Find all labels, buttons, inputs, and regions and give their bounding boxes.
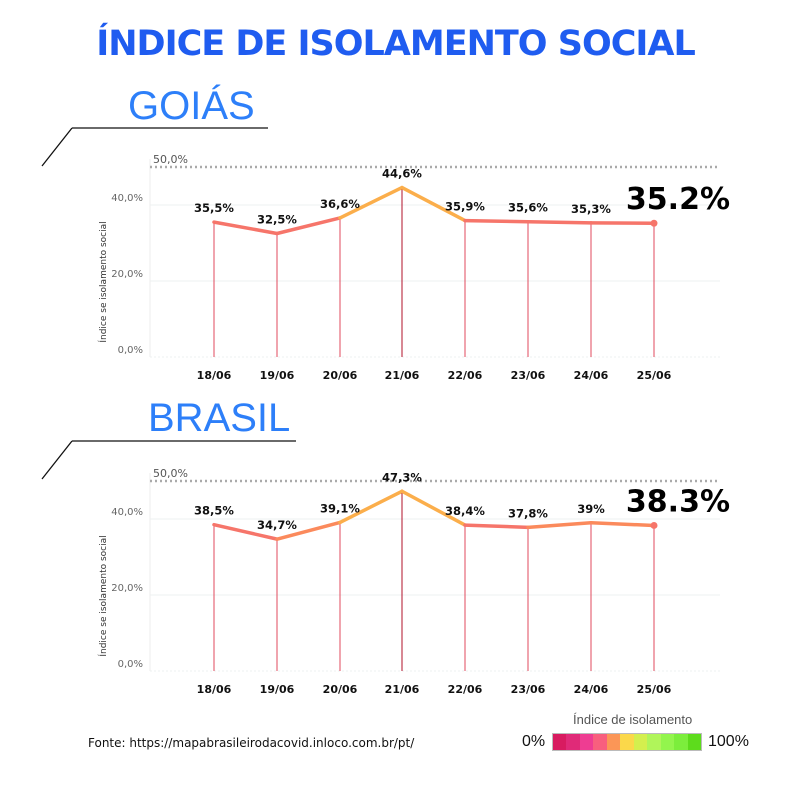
legend-swatch <box>674 734 688 750</box>
data-label: 34,7% <box>257 518 297 532</box>
x-tick-label: 22/06 <box>448 369 483 382</box>
x-tick-label: 21/06 <box>385 369 420 382</box>
data-label: 38,4% <box>445 504 485 518</box>
data-label: 32,5% <box>257 213 297 227</box>
line-segment <box>463 523 530 530</box>
x-tick-label: 18/06 <box>197 683 232 696</box>
last-point <box>650 219 658 227</box>
legend-color-scale <box>552 733 702 751</box>
legend-swatch <box>566 734 580 750</box>
x-tick-label: 21/06 <box>385 683 420 696</box>
data-label: 47,3% <box>382 470 422 484</box>
highlight-value: 35.2% <box>626 182 730 217</box>
x-tick-label: 24/06 <box>574 683 609 696</box>
data-label: 39% <box>577 502 605 516</box>
line-segment <box>275 216 342 236</box>
legend-swatch <box>647 734 661 750</box>
legend-swatch <box>579 734 594 750</box>
data-label: 35,6% <box>508 201 548 215</box>
highlight-value: 38.3% <box>626 484 730 519</box>
region-title-goias: GOIÁS <box>128 84 255 128</box>
line-segment <box>338 185 404 220</box>
line-segment <box>463 218 530 224</box>
x-tick-label: 20/06 <box>323 369 358 382</box>
page-title: ÍNDICE DE ISOLAMENTO SOCIAL <box>96 24 696 64</box>
y-tick-label: 40,0% <box>111 193 143 204</box>
line-segment <box>400 185 467 223</box>
line-segment <box>526 521 593 530</box>
x-tick-label: 25/06 <box>637 369 672 382</box>
y-axis-title: Índice se isolamento social <box>97 535 109 656</box>
data-label: 35,9% <box>445 200 485 214</box>
region-title-brasil: BRASIL <box>148 396 291 440</box>
legend-swatch <box>687 734 701 750</box>
legend-swatch <box>553 734 567 750</box>
reference-label: 50,0% <box>153 467 188 480</box>
legend-min-label: 0% <box>522 733 546 750</box>
x-tick-label: 20/06 <box>323 683 358 696</box>
data-label: 39,1% <box>320 501 360 515</box>
x-tick-label: 22/06 <box>448 683 483 696</box>
legend-swatch <box>660 734 675 750</box>
legend-swatch <box>606 734 621 750</box>
legend-max-label: 100% <box>708 733 749 750</box>
reference-label: 50,0% <box>153 153 188 166</box>
legend-swatch <box>633 734 648 750</box>
line-segment <box>212 522 279 541</box>
legend-swatch <box>620 734 634 750</box>
legend-swatch <box>593 734 607 750</box>
data-label: 35,3% <box>571 202 611 216</box>
data-label: 35,5% <box>194 201 234 215</box>
header-slash <box>41 440 73 480</box>
y-tick-label: 0,0% <box>118 345 143 356</box>
y-tick-label: 20,0% <box>111 269 143 280</box>
source-text: Fonte: https://mapabrasileirodacovid.inl… <box>88 736 415 750</box>
line-segment <box>400 489 467 527</box>
y-tick-label: 0,0% <box>118 659 143 670</box>
data-label: 37,8% <box>508 506 548 520</box>
line-segment <box>212 220 279 236</box>
x-tick-label: 23/06 <box>511 683 546 696</box>
x-tick-label: 23/06 <box>511 369 546 382</box>
y-tick-label: 40,0% <box>111 507 143 518</box>
last-point <box>650 521 658 529</box>
x-tick-label: 19/06 <box>260 369 295 382</box>
x-tick-label: 25/06 <box>637 683 672 696</box>
y-tick-label: 20,0% <box>111 583 143 594</box>
header-slash <box>41 127 73 167</box>
line-segment <box>275 520 342 541</box>
y-axis-title: Índice se isolamento social <box>97 221 109 342</box>
data-label: 44,6% <box>382 167 422 181</box>
line-segment <box>589 521 656 528</box>
data-label: 36,6% <box>320 197 360 211</box>
x-tick-label: 24/06 <box>574 369 609 382</box>
line-segment <box>526 219 593 225</box>
x-tick-label: 19/06 <box>260 683 295 696</box>
data-label: 38,5% <box>194 504 234 518</box>
x-tick-label: 18/06 <box>197 369 232 382</box>
line-segment <box>338 489 404 525</box>
legend-title: Índice de isolamento <box>573 712 693 727</box>
